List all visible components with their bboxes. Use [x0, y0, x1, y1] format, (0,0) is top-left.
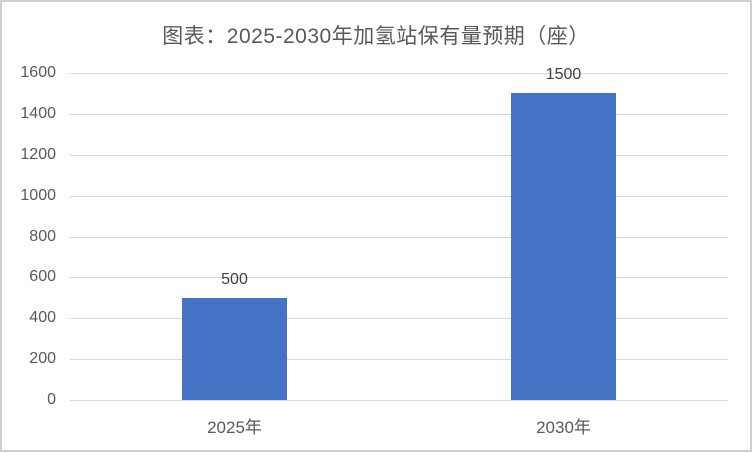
gridline: [70, 195, 728, 197]
x-axis-category-label: 2025年: [207, 418, 262, 437]
bar-2025年: [182, 297, 287, 400]
y-axis-tick-label: 200: [29, 350, 56, 368]
gridline: [70, 277, 728, 279]
x-axis-category-label: 2030年: [536, 418, 591, 437]
gridline: [70, 236, 728, 238]
gridline: [70, 154, 728, 156]
gridline: [70, 359, 728, 361]
gridline: [70, 318, 728, 320]
data-label: 1500: [545, 66, 582, 84]
y-axis-tick-label: 1600: [20, 64, 56, 81]
y-axis-tick-label: 400: [29, 309, 56, 327]
gridline: [70, 113, 728, 115]
data-label: 500: [221, 270, 248, 288]
gridline: [70, 73, 728, 74]
gridline: [70, 400, 728, 401]
chart-title: 图表：2025-2030年加氢站保有量预期（座）: [162, 25, 590, 48]
y-axis-tick-label: 1200: [20, 145, 56, 163]
y-axis-tick-label: 600: [29, 268, 56, 286]
y-axis-tick-label: 1000: [20, 186, 56, 204]
y-axis-tick-label: 0: [47, 391, 56, 408]
plot-area: 0 200 400 600 800 1000 1200 1400 1600 500 2025年 150…: [20, 64, 728, 437]
y-axis-tick-label: 1400: [20, 104, 56, 122]
y-axis-tick-label: 800: [29, 227, 56, 245]
bar-2030年: [511, 93, 616, 400]
